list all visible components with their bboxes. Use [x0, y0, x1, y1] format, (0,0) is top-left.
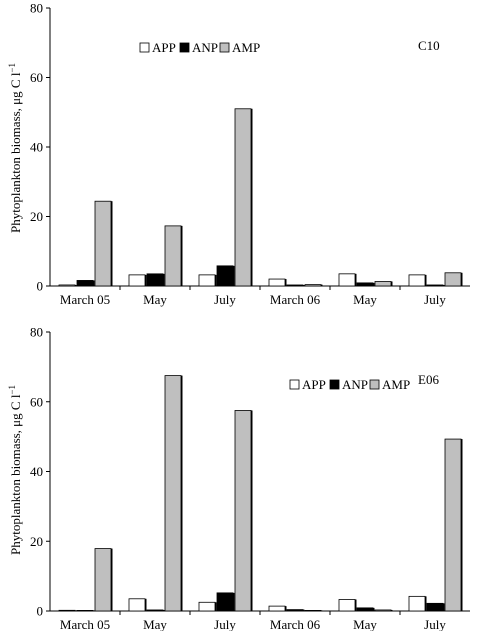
bar-app	[268, 278, 286, 287]
y-tick-label: 20	[30, 534, 43, 549]
x-tick-label: July	[214, 292, 236, 307]
bar-app	[128, 598, 146, 612]
bar-app	[128, 274, 146, 287]
x-tick-label: May	[353, 292, 377, 307]
bar-anp	[286, 284, 304, 287]
legend-label-anp: ANP	[342, 377, 368, 392]
bar-anp	[356, 607, 374, 612]
x-tick-label: March 06	[270, 292, 321, 307]
legend-label-anp: ANP	[192, 40, 218, 55]
bar-amp	[234, 410, 252, 612]
bar-amp	[234, 108, 252, 287]
bar-app	[268, 605, 286, 612]
x-tick-label: July	[424, 617, 446, 631]
bar-app	[198, 274, 216, 287]
bar-amp	[164, 225, 182, 287]
bar-amp	[164, 375, 182, 612]
y-tick-label: 40	[30, 464, 43, 479]
bar-app	[58, 609, 76, 612]
bar-app	[408, 595, 426, 612]
x-tick-label: May	[143, 292, 167, 307]
x-tick-label: July	[424, 292, 446, 307]
x-tick-label: March 06	[270, 617, 321, 631]
legend-swatch-app	[289, 379, 300, 390]
bar-anp	[146, 609, 164, 612]
y-tick-label: 60	[30, 394, 43, 409]
legend-swatch-anp	[179, 42, 190, 53]
bar-app	[338, 273, 356, 287]
bar-amp	[94, 548, 112, 612]
y-tick-label: 80	[30, 1, 43, 16]
legend-swatch-anp	[329, 379, 340, 390]
bar-amp	[374, 281, 392, 287]
legend-swatch-amp	[219, 42, 230, 53]
y-tick-label: 60	[30, 70, 43, 85]
legend-swatch-app	[139, 42, 150, 53]
legend-label-app: APP	[302, 377, 326, 392]
bar-app	[198, 601, 216, 612]
bar-anp	[146, 273, 164, 287]
x-tick-label: May	[353, 617, 377, 631]
bar-amp	[94, 200, 112, 287]
bar-amp	[444, 438, 462, 612]
y-tick-label: 40	[30, 140, 43, 155]
bar-app	[338, 599, 356, 612]
bar-app	[58, 284, 76, 287]
bar-anp	[76, 280, 94, 287]
x-tick-label: March 05	[60, 292, 110, 307]
y-axis-label: Phytoplankton biomass, μg C l−1	[7, 385, 23, 555]
bar-app	[408, 274, 426, 287]
bar-anp	[426, 602, 444, 612]
panel-label: E06	[418, 372, 439, 387]
y-tick-label: 80	[30, 325, 43, 340]
legend-label-amp: AMP	[232, 40, 260, 55]
bar-anp	[216, 265, 234, 287]
y-axis-label-text: Phytoplankton biomass, μg C l	[8, 72, 23, 233]
bar-anp	[426, 284, 444, 287]
y-axis-label: Phytoplankton biomass, μg C l−1	[7, 63, 23, 233]
y-axis-label-text: Phytoplankton biomass, μg C l	[8, 394, 23, 555]
legend-label-amp: AMP	[382, 377, 410, 392]
x-tick-label: March 05	[60, 617, 110, 631]
bar-anp	[76, 610, 94, 612]
legend-swatch-amp	[369, 379, 380, 390]
x-tick-label: July	[214, 617, 236, 631]
panel-label: C10	[418, 38, 440, 53]
y-axis-label-superscript: −1	[7, 385, 17, 395]
bar-amp	[304, 610, 322, 612]
legend-label-app: APP	[152, 40, 176, 55]
y-axis-label-superscript: −1	[7, 63, 17, 73]
bar-anp	[286, 609, 304, 612]
panel-1: 0 20 40 60 80 March 05 May July March 06 May July A…	[7, 1, 470, 307]
bar-amp	[444, 272, 462, 287]
y-tick-label: 20	[30, 209, 43, 224]
bar-amp	[304, 284, 322, 287]
bar-anp	[356, 282, 374, 287]
y-tick-label: 0	[37, 604, 44, 619]
bar-amp	[374, 609, 392, 612]
bar-anp	[216, 592, 234, 612]
x-tick-label: May	[143, 617, 167, 631]
y-tick-label: 0	[37, 279, 44, 294]
panel-2: 0 20 40 60 80 March 05 May July March 06 May July A…	[7, 325, 470, 631]
